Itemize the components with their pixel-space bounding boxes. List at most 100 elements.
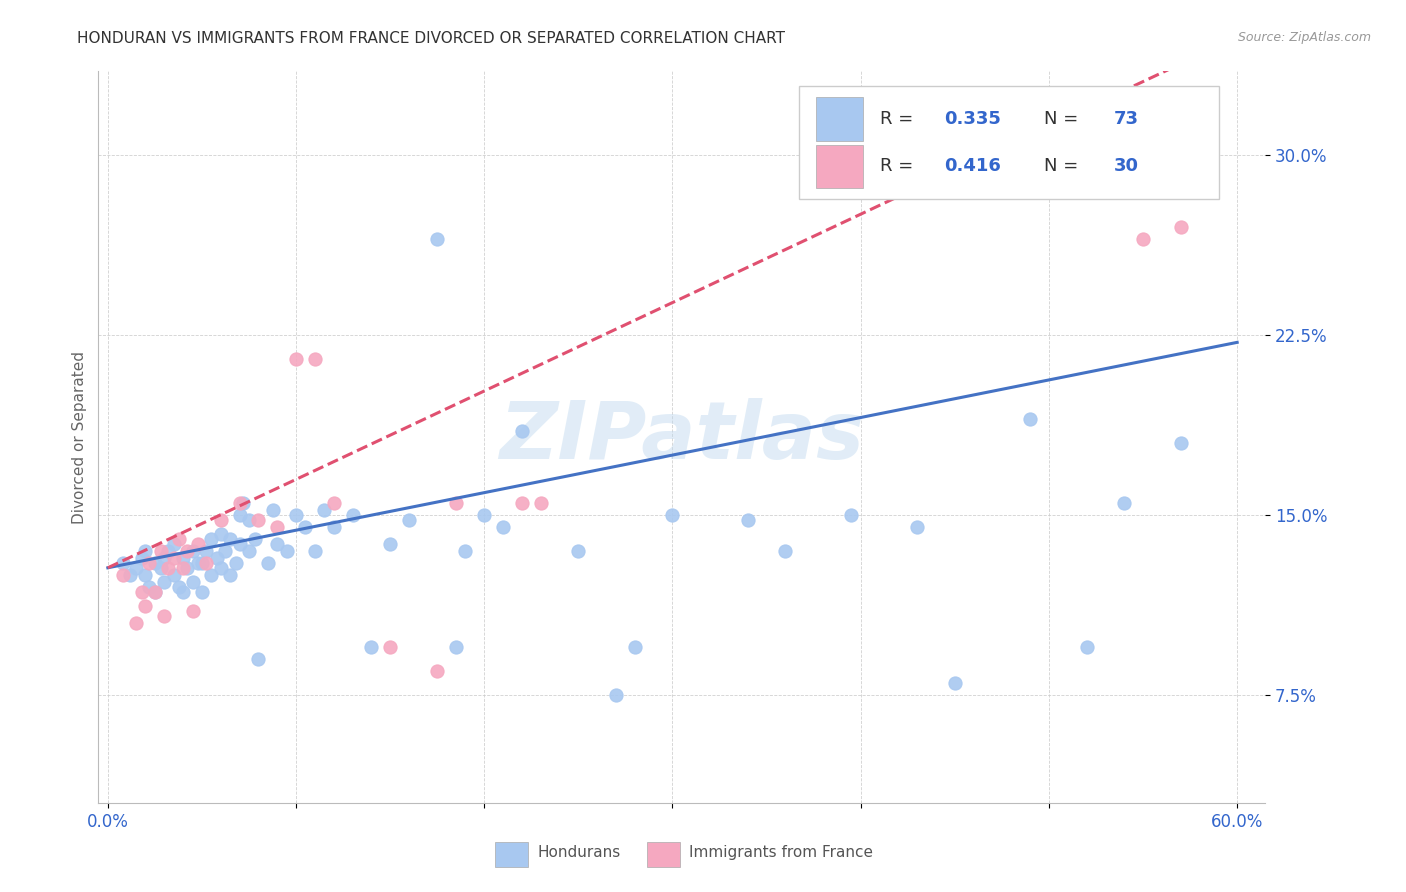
Point [194,544,217,558]
Point [1170,220,1192,235]
Point [172,584,194,599]
Point [294,520,316,534]
Point [169,532,191,546]
Text: Immigrants from France: Immigrants from France [689,845,873,860]
Point [125,615,148,630]
Point [1019,412,1042,426]
Point [163,551,186,566]
Text: R =: R = [880,158,920,176]
Point [219,568,242,582]
Point [200,568,222,582]
Point [181,575,204,590]
Bar [815,97,863,141]
Point [304,544,326,558]
Point [276,544,298,558]
Point [209,561,232,575]
Point [426,232,449,246]
Point [322,520,344,534]
Point [228,537,250,551]
Point [153,551,176,566]
Text: Source: ZipAtlas.com: Source: ZipAtlas.com [1237,31,1371,45]
Point [163,568,186,582]
Point [342,508,364,522]
Point [157,561,180,575]
Point [176,544,198,558]
Point [737,513,759,527]
Point [214,544,236,558]
Bar [647,841,679,867]
Point [232,496,254,510]
Point [1170,436,1192,450]
Point [138,580,160,594]
Point [380,640,402,654]
Y-axis label: Divorced or Separated: Divorced or Separated [72,351,87,524]
Point [191,556,214,570]
Point [266,537,288,551]
Point [181,604,204,618]
Point [775,544,797,558]
Text: 30: 30 [1114,158,1139,176]
Point [209,513,232,527]
Point [238,544,260,558]
Point [839,508,862,522]
Point [605,688,627,702]
Text: R =: R = [880,110,920,128]
Point [285,508,308,522]
Point [380,537,402,551]
Point [120,568,142,582]
Point [360,640,382,654]
Point [187,556,209,570]
Point [149,544,172,558]
Text: 0.335: 0.335 [945,110,1001,128]
Point [492,520,515,534]
FancyBboxPatch shape [799,86,1219,200]
Point [510,496,533,510]
Text: 0.416: 0.416 [945,158,1001,176]
Point [111,568,134,582]
Text: HONDURAN VS IMMIGRANTS FROM FRANCE DIVORCED OR SEPARATED CORRELATION CHART: HONDURAN VS IMMIGRANTS FROM FRANCE DIVOR… [77,31,786,46]
Point [398,513,420,527]
Point [228,508,250,522]
Point [200,532,222,546]
Point [285,352,308,367]
Point [149,561,172,575]
Point [134,544,156,558]
Point [322,496,344,510]
Point [567,544,589,558]
Point [228,496,250,510]
Text: ZIPatlas: ZIPatlas [499,398,865,476]
Point [134,568,156,582]
Bar [495,841,527,867]
Text: 73: 73 [1114,110,1139,128]
Point [153,575,176,590]
Point [131,551,153,566]
Point [943,676,966,690]
Point [444,496,467,510]
Point [111,556,134,570]
Point [176,561,198,575]
Point [243,532,266,546]
Text: N =: N = [1043,158,1084,176]
Point [661,508,683,522]
Point [510,424,533,438]
Point [304,352,326,367]
Point [169,580,191,594]
Point [1076,640,1098,654]
Point [187,537,209,551]
Point [125,561,148,575]
Text: N =: N = [1043,110,1084,128]
Point [256,556,278,570]
Point [134,599,156,614]
Point [1114,496,1136,510]
Bar [815,145,863,188]
Point [905,520,928,534]
Point [163,537,186,551]
Point [157,544,180,558]
Point [247,652,270,666]
Point [138,556,160,570]
Point [454,544,477,558]
Point [194,556,217,570]
Point [209,527,232,541]
Text: Hondurans: Hondurans [537,845,620,860]
Point [191,584,214,599]
